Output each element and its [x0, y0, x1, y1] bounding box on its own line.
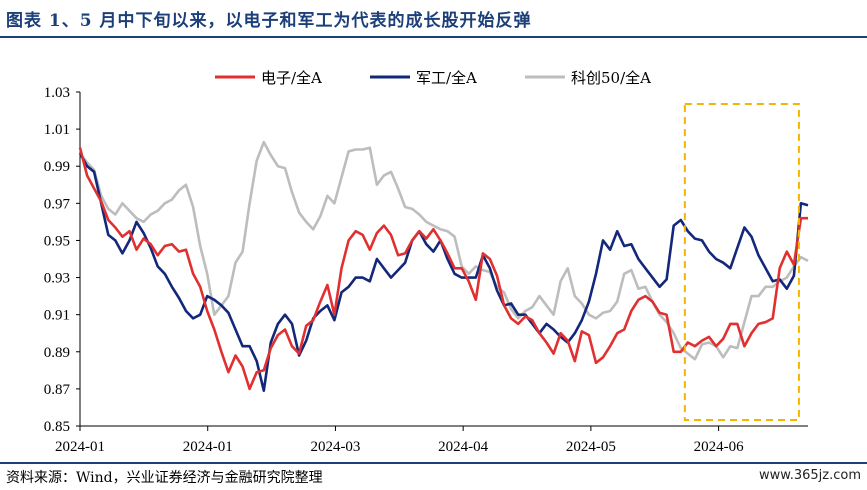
series-line	[78, 140, 809, 361]
x-axis: 2024-01 2024-01 2024-03 2024-04 2024-05 2024-…	[55, 425, 808, 455]
x-tick-label: 2024-04	[438, 439, 488, 455]
source-note: 资料来源：Wind，兴业证券经济与金融研究院整理	[6, 470, 323, 486]
y-tick-label: 0.97	[44, 196, 71, 212]
y-tick-label: 0.87	[44, 382, 71, 398]
x-tick-label: 2024-03	[310, 439, 360, 455]
watermark: www.365jz.com	[759, 468, 861, 483]
highlight-box	[683, 103, 800, 421]
footer-rule	[0, 462, 867, 464]
y-tick-label: 0.99	[44, 159, 70, 175]
highlight-rect	[683, 103, 800, 421]
y-tick-label: 0.91	[44, 308, 70, 324]
series-line	[78, 147, 808, 391]
page-title: 图表 1、5 月中下旬以来，以电子和军工为代表的成长股开始反弹	[6, 11, 532, 31]
legend-label: 电子/全A	[261, 69, 322, 87]
y-tick-label: 1.01	[44, 122, 70, 138]
title-underline	[0, 36, 867, 38]
series-lines	[78, 140, 809, 393]
y-tick-label: 0.95	[44, 233, 70, 249]
y-tick-label: 0.93	[44, 271, 70, 287]
x-tick-label: 2024-01	[183, 439, 233, 455]
series-line	[78, 152, 809, 393]
line-chart: 电子/全A 军工/全A 科创50/全A 0.850.870.890.910.930.…	[44, 69, 809, 455]
y-tick-label: 1.03	[44, 85, 70, 101]
chart-legend: 电子/全A 军工/全A 科创50/全A	[215, 69, 651, 87]
y-tick-label: 0.89	[44, 345, 70, 361]
x-tick-label: 2024-05	[566, 439, 616, 455]
legend-label: 军工/全A	[416, 69, 477, 87]
x-tick-label: 2024-06	[694, 439, 744, 455]
legend-label: 科创50/全A	[571, 69, 651, 87]
x-tick-label: 2024-01	[55, 439, 105, 455]
y-tick-label: 0.85	[44, 419, 70, 435]
y-axis: 0.85 0.87 0.89 0.91 0.93 0.95 0.97 0.99 1.01 1.03	[44, 85, 81, 435]
